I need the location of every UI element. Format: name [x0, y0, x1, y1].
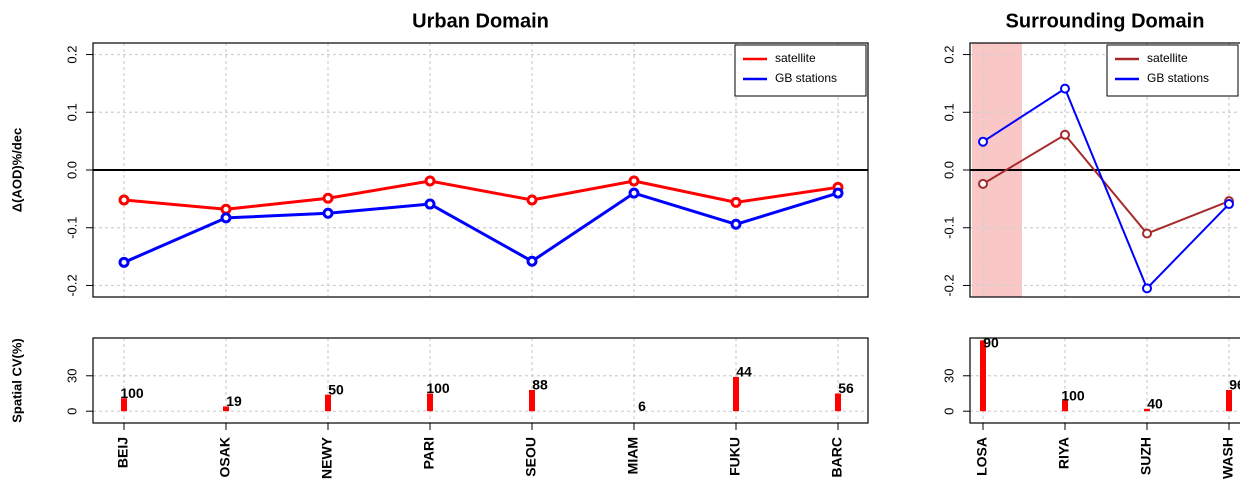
y-axis-label: Spatial CV(%) [9, 338, 24, 423]
series-line [982, 87, 1230, 291]
bar-annotation: 50 [328, 381, 344, 397]
bar-annotation: 88 [532, 377, 548, 393]
x-tick-label: PARI [421, 437, 437, 469]
data-point [322, 192, 334, 204]
bar-annotation: 40 [1147, 396, 1163, 412]
data-point [628, 187, 640, 199]
bar-annotation: 44 [736, 364, 752, 380]
bar [1226, 389, 1232, 412]
bar [733, 376, 739, 412]
x-tick-label: NEWY [319, 436, 335, 479]
y-tick-label: 0.0 [941, 161, 956, 179]
data-point [526, 194, 538, 206]
bar-annotation: 100 [1061, 387, 1085, 403]
bar-annotation: 100 [426, 380, 450, 396]
bar-annotation: 96 [1229, 377, 1240, 393]
data-point [118, 194, 130, 206]
y-tick-label: -0.2 [941, 274, 956, 296]
x-tick-label: OSAK [217, 437, 233, 477]
legend-frame [1106, 44, 1239, 97]
x-tick-label: WASH [1220, 437, 1236, 479]
bar [835, 393, 841, 412]
bar-annotation: 100 [120, 385, 144, 401]
x-tick-label: MIAM [625, 437, 641, 474]
data-point [1142, 283, 1152, 294]
y-tick-label: 0.1 [64, 103, 79, 121]
data-point [424, 175, 436, 187]
data-point [322, 207, 334, 219]
x-tick-label: SUZH [1138, 437, 1154, 475]
data-point [1224, 199, 1234, 210]
chart-title: Surrounding Domain [1006, 10, 1205, 32]
bar [223, 406, 229, 412]
bar [980, 340, 986, 412]
data-point [978, 178, 988, 189]
data-point [220, 203, 232, 215]
bar-annotation: 56 [838, 380, 854, 396]
data-point [1060, 129, 1070, 140]
bar-annotation: 19 [226, 393, 242, 409]
data-point [1142, 228, 1152, 239]
y-tick-label: 0.2 [941, 46, 956, 64]
data-point [526, 255, 538, 267]
y-tick-label: 30 [941, 369, 956, 383]
plot-frame [969, 337, 1240, 424]
legend-label: satellite [1147, 51, 1188, 65]
legend-frame [734, 44, 867, 97]
bar [427, 393, 433, 412]
x-tick-label: FUKU [727, 437, 743, 476]
data-point [832, 187, 844, 199]
data-point [978, 136, 988, 147]
x-tick-label: BARC [829, 437, 845, 477]
data-point [730, 218, 742, 230]
data-point [1060, 83, 1070, 94]
y-tick-label: 0.1 [941, 103, 956, 121]
bar [529, 389, 535, 412]
x-tick-label: RIYA [1056, 437, 1072, 469]
legend-label: GB stations [1147, 71, 1209, 85]
series-line [123, 191, 839, 264]
data-point [118, 256, 130, 268]
y-tick-label: 0 [64, 408, 79, 415]
bar [121, 398, 127, 412]
y-tick-label: 30 [64, 369, 79, 383]
bar [1144, 408, 1150, 412]
y-tick-label: 0.0 [64, 161, 79, 179]
y-axis-label: Δ(AOD)%/dec [9, 128, 24, 212]
data-point [730, 196, 742, 208]
series-line [982, 133, 1230, 235]
legend-label: GB stations [775, 71, 837, 85]
y-tick-label: -0.1 [64, 217, 79, 239]
plot-frame [92, 337, 869, 424]
data-point [628, 175, 640, 187]
x-tick-label: BEIJ [115, 437, 131, 468]
x-tick-label: LOSA [974, 437, 990, 476]
y-tick-label: 0.2 [64, 46, 79, 64]
x-tick-label: SEOU [523, 437, 539, 477]
y-tick-label: -0.2 [64, 274, 79, 296]
bar [1062, 400, 1068, 412]
data-point [220, 212, 232, 224]
data-point [424, 198, 436, 210]
bar-annotation: 90 [983, 335, 999, 351]
series-line [123, 179, 839, 211]
bar [325, 394, 331, 412]
y-tick-label: 0 [941, 408, 956, 415]
chart-title: Urban Domain [412, 10, 549, 32]
bar-annotation: 6 [638, 398, 646, 414]
legend-label: satellite [775, 51, 816, 65]
y-tick-label: -0.1 [941, 217, 956, 239]
